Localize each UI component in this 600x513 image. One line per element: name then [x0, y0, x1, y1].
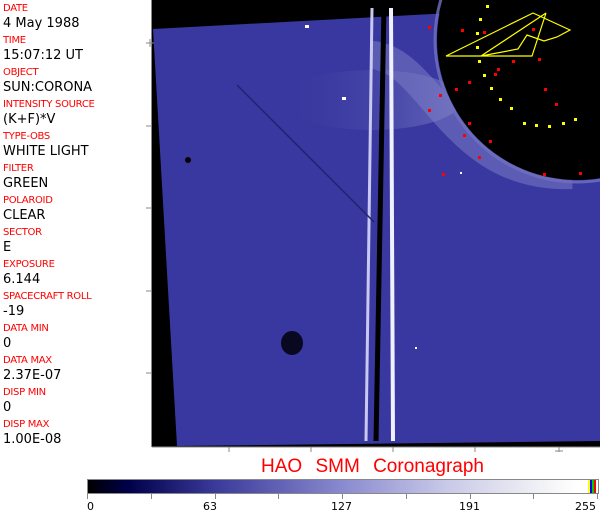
- info-label: SECTOR: [3, 227, 42, 238]
- info-label: POLAROID: [3, 195, 53, 206]
- info-value: WHITE LIGHT: [3, 144, 89, 159]
- info-label: FILTER: [3, 163, 34, 174]
- info-label: TIME: [3, 35, 26, 46]
- colorbar-tick-label: 255: [575, 500, 596, 513]
- left-axis-ticks: [146, 39, 154, 374]
- info-value: 0: [3, 400, 12, 415]
- info-value: -19: [3, 304, 25, 319]
- info-value: CLEAR: [3, 208, 46, 223]
- colorbar-blue-mark: [590, 480, 592, 493]
- colorbar-red-mark: [594, 480, 596, 493]
- colorbar-tick: [342, 494, 343, 499]
- colorbar-tick: [87, 494, 88, 499]
- info-label: DATA MAX: [3, 355, 52, 366]
- info-value: (K+F)*V: [3, 112, 56, 127]
- coronagraph-image: [152, 0, 600, 452]
- colorbar-tick-label: 191: [459, 500, 480, 513]
- colorbar-tick: [533, 494, 535, 499]
- colorbar: [87, 479, 599, 494]
- colorbar-tick: [469, 494, 471, 499]
- info-value: E: [3, 240, 12, 255]
- info-value: GREEN: [3, 176, 49, 191]
- info-label: DISP MAX: [3, 419, 50, 430]
- info-label: DATE: [3, 3, 28, 14]
- colorbar-tick: [597, 494, 598, 499]
- info-label: DATA MIN: [3, 323, 49, 334]
- info-value: 15:07:12 UT: [3, 48, 83, 63]
- colorbar-yellow-mark: [588, 480, 590, 493]
- colorbar-tick: [214, 494, 216, 499]
- info-label: DISP MIN: [3, 387, 46, 398]
- overlay-markers: [428, 26, 582, 176]
- info-value: SUN:CORONA: [3, 80, 93, 95]
- pointer-triangle: [445, 12, 572, 57]
- info-label: TYPE-OBS: [3, 131, 50, 142]
- info-label: SPACECRAFT ROLL: [3, 291, 92, 302]
- colorbar-tick: [405, 494, 407, 499]
- info-value: 4 May 1988: [3, 16, 80, 31]
- plot-title: HAO SMM Coronagraph: [261, 456, 484, 477]
- info-value: 0: [3, 336, 12, 351]
- info-value: 2.37E-07: [3, 368, 62, 383]
- dark-spot: [281, 331, 303, 355]
- colorbar-tick-label: 0: [87, 500, 94, 513]
- info-label: INTENSITY SOURCE: [3, 99, 95, 110]
- colorbar-tick: [278, 494, 280, 499]
- colorbar-green-mark: [592, 480, 594, 493]
- info-label: OBJECT: [3, 67, 39, 78]
- info-label: EXPOSURE: [3, 259, 55, 270]
- colorbar-tick-label: 63: [203, 500, 217, 513]
- info-value: 6.144: [3, 272, 41, 287]
- colorbar-tick: [150, 494, 152, 499]
- header-info-panel: DATE 4 May 1988 TIME 15:07:12 UT OBJECT SUN:C…: [0, 0, 152, 447]
- info-value: 1.00E-08: [3, 432, 62, 447]
- colorbar-tick-label: 127: [331, 500, 352, 513]
- occulter: [437, 0, 600, 180]
